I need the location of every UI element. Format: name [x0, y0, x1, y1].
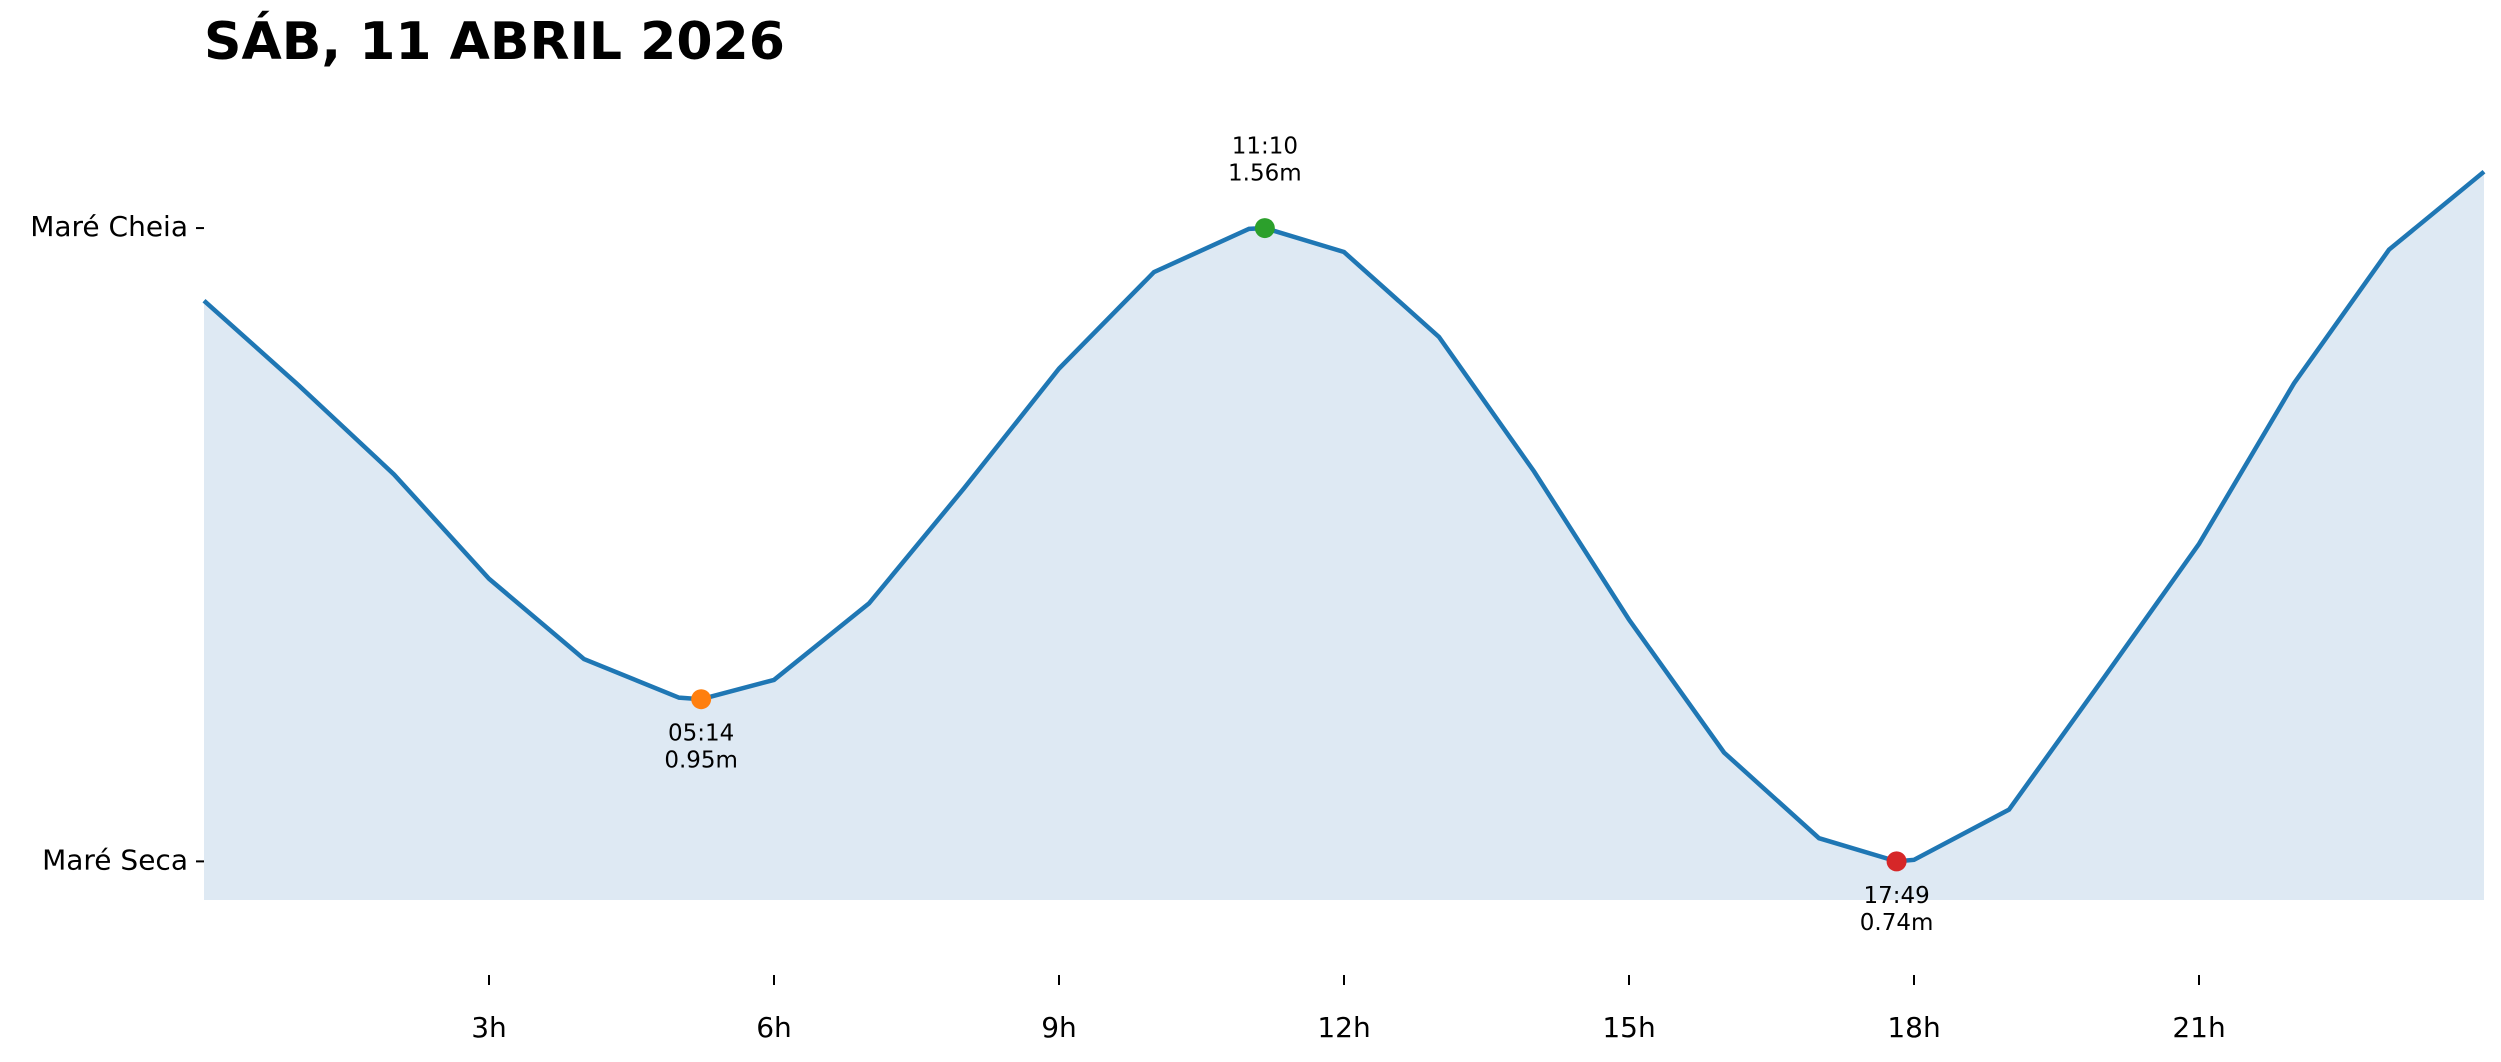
x-tick-label: 9h: [1041, 1011, 1077, 1044]
area-fill: [204, 171, 2484, 900]
x-tick-label: 3h: [471, 1011, 507, 1044]
tide-line: [202, 169, 2486, 864]
extreme-marker: [691, 689, 712, 710]
extreme-value: 1.56m: [1228, 161, 1302, 187]
x-tick-label: 6h: [756, 1011, 792, 1044]
x-tick-label: 21h: [2172, 1011, 2225, 1044]
extreme-value: 0.74m: [1860, 910, 1934, 936]
x-tick-label: 18h: [1887, 1011, 1940, 1044]
extreme-marker: [1886, 851, 1907, 872]
extreme-time: 05:14: [668, 721, 734, 747]
extreme-value: 0.95m: [664, 748, 738, 774]
x-tick-label: 12h: [1317, 1011, 1370, 1044]
x-tick-label: 15h: [1602, 1011, 1655, 1044]
chart-title: SÁB, 11 ABRIL 2026: [204, 11, 785, 72]
y-tick-label: Maré Seca: [42, 843, 188, 876]
y-tick-label: Maré Cheia: [30, 210, 188, 243]
extreme-marker: [1254, 218, 1275, 239]
extreme-time: 11:10: [1232, 134, 1298, 160]
extreme-time: 17:49: [1863, 883, 1929, 909]
